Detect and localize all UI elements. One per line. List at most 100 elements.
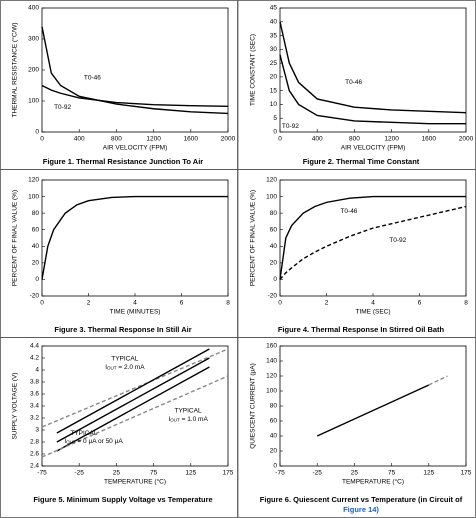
x-tick-label: 25 <box>113 470 121 477</box>
x-axis-title: TEMPERATURE (°C) <box>104 478 166 486</box>
y-tick-label: 0 <box>273 276 277 283</box>
annotation-condition: IOUT = 2.0 mA <box>105 364 145 371</box>
series-line <box>279 21 467 114</box>
annotation-condition: IOUT = 1.0 mA <box>168 416 208 423</box>
series-line <box>56 366 210 452</box>
y-tick-label: 3.2 <box>30 415 39 422</box>
x-tick-label: 125 <box>423 470 434 477</box>
subscript: OUT <box>170 418 180 423</box>
y-tick-label: 60 <box>270 226 278 233</box>
y-axis-title: PERCENT OF FINAL VALUE (%) <box>12 190 19 286</box>
y-tick-label: 2.8 <box>30 439 39 446</box>
y-tick-label: 3.8 <box>30 379 39 386</box>
series-line <box>279 195 466 280</box>
series-line <box>41 375 229 458</box>
x-tick-label: 175 <box>223 470 234 477</box>
condition: = 2.0 mA <box>117 364 146 371</box>
x-tick-label: 0 <box>40 136 44 143</box>
y-tick-label: 35 <box>270 32 278 39</box>
plot-frame <box>41 7 229 133</box>
plot-frame <box>41 179 229 297</box>
y-tick-label: 60 <box>32 226 40 233</box>
series-label: T0-46 <box>84 74 101 81</box>
plot-frame <box>279 179 467 297</box>
y-tick-label: 45 <box>270 5 278 12</box>
x-axis-title: AIR VELOCITY (FPM) <box>341 145 406 152</box>
y-tick-label: 0 <box>273 129 277 136</box>
figure-caption: Figure 5. Minimum Supply Voltage vs Temp… <box>33 495 212 504</box>
series-line <box>279 54 466 125</box>
y-tick-label: 140 <box>266 358 277 365</box>
x-tick-label: 800 <box>111 136 122 143</box>
y-tick-label: 80 <box>270 403 278 410</box>
y-tick-label: 20 <box>270 448 278 455</box>
x-tick-label: 4 <box>133 300 137 307</box>
y-tick-label: 4 <box>35 367 39 374</box>
x-tick-label: -75 <box>37 470 47 477</box>
x-tick-label: 0 <box>278 136 282 143</box>
y-tick-label: 25 <box>270 60 278 67</box>
symbol: I <box>168 416 170 423</box>
y-tick-label: 40 <box>32 243 40 250</box>
y-axis-title: PERCENT OF FINAL VALUE (%) <box>250 190 257 286</box>
series-line <box>279 205 467 280</box>
figure-caption: Figure 3. Thermal Response In Still Air <box>54 325 191 334</box>
figure-caption: Figure 1. Thermal Resistance Junction To… <box>43 157 204 166</box>
y-tick-label: 40 <box>270 433 278 440</box>
y-tick-label: 0 <box>35 129 39 136</box>
y-tick-label: 3 <box>35 427 39 434</box>
condition: = 0 μA or 50 μA <box>76 438 124 445</box>
series-label: T0-46 <box>340 208 357 215</box>
x-tick-label: 75 <box>388 470 396 477</box>
x-tick-label: 0 <box>278 300 282 307</box>
y-tick-label: 80 <box>32 210 40 217</box>
subscript: OUT <box>66 440 76 445</box>
figure-caption: Figure 4. Thermal Response In Stirred Oi… <box>278 325 445 334</box>
series-line <box>428 375 448 386</box>
series-label: T0-46 <box>345 79 362 86</box>
series-line <box>316 384 430 437</box>
x-tick-label: 25 <box>351 470 359 477</box>
annotation-condition: IOUT = 0 μA or 50 μA <box>64 438 123 445</box>
x-tick-label: 2000 <box>459 136 474 143</box>
x-tick-label: 800 <box>349 136 360 143</box>
y-tick-label: 30 <box>270 46 278 53</box>
series-line <box>41 26 229 115</box>
y-tick-label: 2.4 <box>30 463 39 470</box>
x-tick-label: 175 <box>461 470 472 477</box>
y-tick-label: 200 <box>28 67 39 74</box>
x-tick-label: 2 <box>325 300 329 307</box>
x-axis-title: TEMPERATURE (°C) <box>342 478 404 486</box>
y-tick-label: 3.6 <box>30 391 39 398</box>
x-tick-label: 0 <box>40 300 44 307</box>
subscript: OUT <box>107 365 117 370</box>
y-tick-label: 4.4 <box>30 343 39 350</box>
y-tick-label: 120 <box>266 177 277 184</box>
x-tick-label: 6 <box>418 300 422 307</box>
y-tick-label: 20 <box>270 74 278 81</box>
x-tick-label: 75 <box>150 470 158 477</box>
series-line <box>41 195 228 280</box>
annotation-heading: TYPICAL <box>111 356 138 363</box>
y-tick-label: 100 <box>266 388 277 395</box>
y-tick-label: 40 <box>270 243 278 250</box>
symbol: I <box>64 438 66 445</box>
series-label: T0-92 <box>389 237 406 244</box>
annotation-heading: TYPICAL <box>174 408 201 415</box>
x-tick-label: 8 <box>464 300 468 307</box>
y-axis-title: TIME CONSTANT (SEC) <box>250 34 257 106</box>
y-tick-label: 15 <box>270 87 278 94</box>
x-axis-title: TIME (MINUTES) <box>110 309 161 316</box>
series-label: T0-92 <box>54 104 71 111</box>
series-label: T0-92 <box>282 123 299 130</box>
y-tick-label: 2.6 <box>30 451 39 458</box>
y-tick-label: 400 <box>28 5 39 12</box>
x-tick-label: 1200 <box>146 136 161 143</box>
y-axis-title: THERMAL RESISTANCE (°C/W) <box>11 22 19 117</box>
x-tick-label: 1600 <box>184 136 199 143</box>
y-tick-label: 100 <box>28 98 39 105</box>
y-tick-label: -20 <box>268 293 278 300</box>
y-tick-label: 20 <box>270 260 278 267</box>
